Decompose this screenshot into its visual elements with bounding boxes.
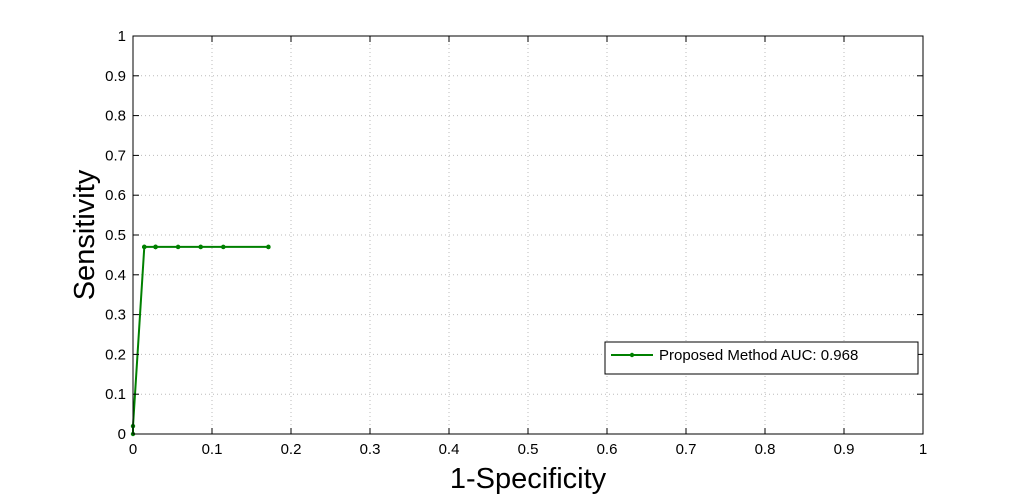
y-tick-label: 0.5 (105, 227, 126, 244)
x-tick-label: 0.4 (439, 441, 460, 458)
y-tick-label: 1 (118, 28, 126, 45)
legend-box (604, 341, 919, 375)
legend: Proposed Method AUC: 0.968 (604, 341, 919, 375)
ticks: 0 0.1 0.2 0.3 0.4 0.5 0.6 0.7 0.8 0.9 1 0 0.1 0.2 0.3 0… (105, 28, 927, 458)
x-tick-label: 0.8 (755, 441, 776, 458)
x-tick-label: 0 (129, 441, 137, 458)
y-axis-label: Sensitivity (69, 169, 101, 300)
series-group (130, 244, 271, 437)
data-point (266, 244, 271, 250)
data-point (142, 244, 147, 250)
y-tick-label: 0.2 (105, 346, 126, 363)
x-tick-label: 0.1 (202, 441, 223, 458)
y-tick-label: 0.8 (105, 108, 126, 125)
x-axis-label: 1-Specificity (450, 463, 607, 495)
data-point (175, 244, 181, 250)
legend-marker (629, 352, 635, 358)
y-tick-label: 0.7 (105, 147, 126, 164)
x-tick-label: 1 (919, 441, 927, 458)
x-tick-label: 0.9 (834, 441, 855, 458)
x-tick-label: 0.3 (360, 441, 381, 458)
y-tick-label: 0.1 (105, 386, 126, 403)
x-tick-label: 0.2 (281, 441, 302, 458)
data-point (153, 244, 158, 250)
y-tick-label: 0 (118, 426, 126, 443)
legend-entry: Proposed Method AUC: 0.968 (611, 347, 858, 364)
data-point (221, 244, 226, 250)
series-1 (130, 244, 271, 437)
x-tick-label: 0.7 (676, 441, 697, 458)
y-tick-label: 0.9 (105, 68, 126, 85)
y-tick-label: 0.4 (105, 267, 126, 284)
series-line (132, 245, 269, 434)
legend-label: Proposed Method AUC: 0.968 (659, 347, 858, 364)
x-tick-label: 0.6 (597, 441, 618, 458)
y-tick-label: 0.3 (105, 307, 126, 324)
data-point (198, 244, 203, 250)
x-tick-label: 0.5 (518, 441, 539, 458)
y-tick-label: 0.6 (105, 187, 126, 204)
